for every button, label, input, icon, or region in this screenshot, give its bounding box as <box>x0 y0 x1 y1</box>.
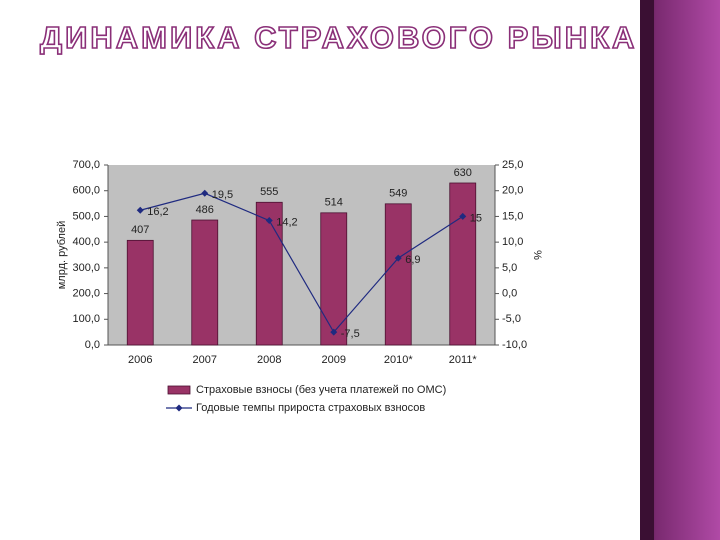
y2-tick-label: 20,0 <box>502 185 523 197</box>
bar <box>384 203 412 346</box>
x-tick-label: 2006 <box>128 354 152 366</box>
y2-tick-label: 5,0 <box>502 262 517 274</box>
y2-tick-label: 15,0 <box>502 210 523 222</box>
x-tick-label: 2010* <box>384 354 413 366</box>
line-marker <box>330 328 338 336</box>
y-tick-label: 200,0 <box>72 287 100 299</box>
y-tick-label: 100,0 <box>72 313 100 325</box>
line-value-label: 6,9 <box>405 254 420 266</box>
y2-tick-label: -5,0 <box>502 313 521 325</box>
bar-value-label: 514 <box>325 197 343 209</box>
y-tick-label: 500,0 <box>72 210 100 222</box>
line-marker <box>265 217 273 225</box>
x-tick-label: 2007 <box>193 354 217 366</box>
side-edge <box>640 0 654 540</box>
line <box>140 192 464 334</box>
line-marker <box>136 206 144 214</box>
line-marker <box>459 212 467 220</box>
y2-tick-label: 25,0 <box>502 159 523 171</box>
y-tick-label: 0,0 <box>85 339 100 351</box>
legend-swatch <box>167 385 191 395</box>
chart-title: ДИНАМИКА СТРАХОВОГО РЫНКА <box>40 20 637 55</box>
y-axis-label: млрд. рублей <box>56 221 68 289</box>
line-value-label: 19,5 <box>212 189 233 201</box>
x-tick-label: 2009 <box>322 354 346 366</box>
line-marker <box>394 254 402 262</box>
bar <box>320 212 348 346</box>
line-marker <box>201 189 209 197</box>
y-tick-label: 600,0 <box>72 185 100 197</box>
line-value-label: -7,5 <box>341 328 360 340</box>
bar <box>191 219 219 346</box>
bar <box>255 201 283 346</box>
y2-tick-label: 10,0 <box>502 236 523 248</box>
line-value-label: 15 <box>470 212 482 224</box>
x-tick-label: 2008 <box>257 354 281 366</box>
y-tick-label: 300,0 <box>72 262 100 274</box>
legend-label: Годовые темпы прироста страховых взносов <box>196 402 425 414</box>
legend-marker <box>175 404 183 412</box>
y-tick-label: 400,0 <box>72 236 100 248</box>
bar-value-label: 549 <box>389 188 407 200</box>
line-value-label: 14,2 <box>276 216 297 228</box>
bar <box>449 182 477 346</box>
bar-value-label: 630 <box>454 167 472 179</box>
y-tick-label: 700,0 <box>72 159 100 171</box>
plot-area <box>108 165 495 345</box>
bar <box>126 239 154 346</box>
bar-value-label: 555 <box>260 186 278 198</box>
y2-axis-label: % <box>531 250 543 260</box>
bar-value-label: 407 <box>131 224 149 236</box>
y2-tick-label: -10,0 <box>502 339 527 351</box>
y2-tick-label: 0,0 <box>502 287 517 299</box>
legend-label: Страховые взносы (без учета платежей по … <box>196 384 446 396</box>
bar-value-label: 486 <box>196 204 214 216</box>
x-tick-label: 2011* <box>449 354 478 366</box>
line-value-label: 16,2 <box>147 206 168 218</box>
